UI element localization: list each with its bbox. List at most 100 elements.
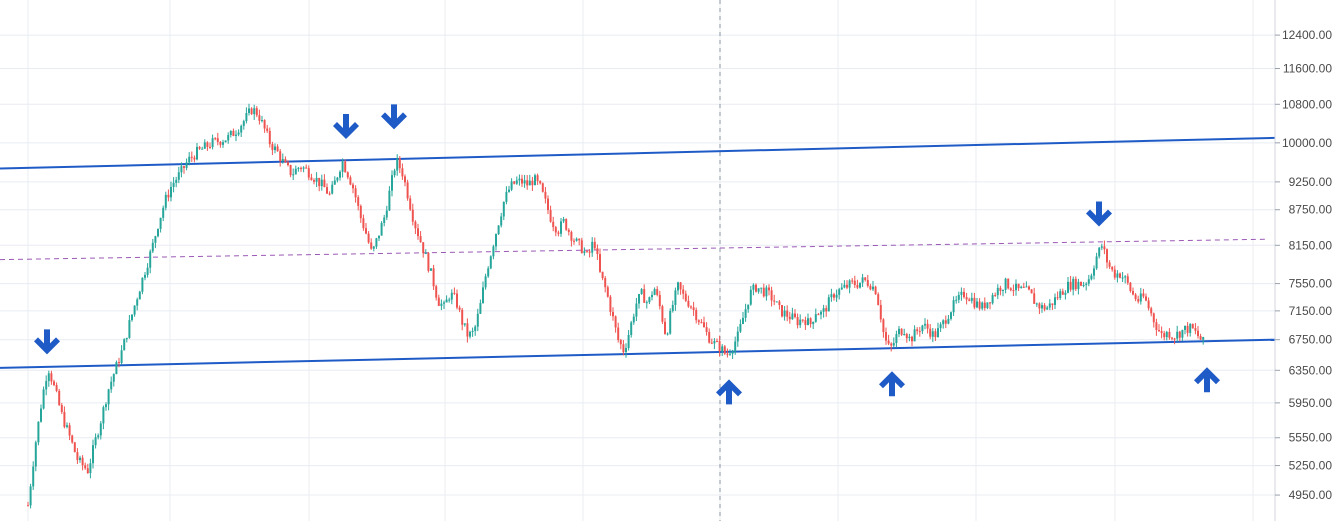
candle-body <box>981 302 984 309</box>
trendlines <box>0 136 1276 369</box>
candle-body <box>1064 292 1067 295</box>
candle-body <box>653 289 656 295</box>
candle-body <box>435 286 438 298</box>
candle-body <box>318 177 321 187</box>
candle-body <box>570 231 573 241</box>
price-axis[interactable]: 12400.00 11600.00 10800.00 10000.00 9250.00 8… <box>1274 0 1333 521</box>
candle-body <box>476 313 479 327</box>
candle-body <box>991 295 994 304</box>
candle-body <box>718 341 721 352</box>
candle-body <box>206 142 209 147</box>
candle-body <box>391 175 393 191</box>
candle-body <box>289 165 292 176</box>
candle-body <box>562 218 565 222</box>
candle-body <box>833 294 835 298</box>
candle-body <box>94 437 97 446</box>
candle-body <box>346 172 349 178</box>
candle-body <box>495 234 497 247</box>
candle-body <box>640 289 643 295</box>
candle-body <box>521 178 523 184</box>
arrow-down-icon <box>381 104 407 130</box>
candle-body <box>37 421 40 443</box>
candle-body <box>456 293 458 308</box>
y-tick-label: 9250.00 <box>1289 175 1333 189</box>
candle-body <box>710 342 713 344</box>
candle-body <box>656 289 659 295</box>
candle-body <box>404 176 406 183</box>
candle-body <box>414 221 417 229</box>
candle-body <box>463 323 466 325</box>
candle-body <box>544 191 547 199</box>
candle-body <box>261 120 263 122</box>
candle-body <box>1035 303 1038 305</box>
candle-body <box>149 251 152 268</box>
candle-body <box>271 144 274 151</box>
candle-body <box>731 351 734 354</box>
candle-body <box>918 331 921 333</box>
candle-body <box>822 308 825 312</box>
candle-body <box>419 236 422 243</box>
candle-body <box>380 223 383 236</box>
candle-body <box>222 142 224 145</box>
candle-body <box>307 168 310 178</box>
candle-body <box>268 130 271 145</box>
candle-body <box>344 161 347 173</box>
candle-body <box>92 445 94 464</box>
candle-body <box>601 271 604 279</box>
candle-body <box>440 303 443 306</box>
candle-body <box>609 296 612 312</box>
candle-body <box>1002 289 1004 291</box>
candle-body <box>929 328 932 337</box>
candle-body <box>292 174 295 176</box>
candle-body <box>796 317 799 326</box>
y-tick-label: 8750.00 <box>1289 203 1333 217</box>
candle-body <box>424 253 427 255</box>
candle-body <box>487 268 490 277</box>
candle-body <box>198 146 201 149</box>
candle-body <box>976 301 978 308</box>
candle-body <box>739 323 742 332</box>
candle-body <box>188 156 191 163</box>
y-tick-label: 10800.00 <box>1282 97 1332 111</box>
candle-body <box>565 218 568 230</box>
candle-body <box>89 463 92 474</box>
candle-body <box>323 179 326 188</box>
candle-body <box>692 307 695 311</box>
candle-body <box>118 362 120 364</box>
candle-body <box>804 320 807 325</box>
candle-body <box>357 197 360 206</box>
candle-body <box>630 322 633 335</box>
candle-body <box>885 332 887 341</box>
candle-body <box>690 306 692 308</box>
candle-body <box>578 238 581 241</box>
candle-body <box>788 316 791 320</box>
candle-body <box>1178 331 1181 338</box>
candle-body <box>903 334 906 336</box>
candle-body <box>445 299 448 303</box>
candle-body <box>749 289 752 305</box>
candle-body <box>128 320 131 338</box>
candle-body <box>398 158 401 169</box>
candle-body <box>547 198 549 211</box>
candle-body <box>619 340 622 345</box>
candle-body <box>1145 296 1147 301</box>
candle-body <box>942 320 945 325</box>
candle-body <box>1134 294 1137 300</box>
candle-body <box>1106 249 1108 263</box>
candle-body <box>1129 282 1132 291</box>
candle-body <box>794 313 796 318</box>
arrow-down-icon <box>34 329 60 355</box>
candle-body <box>1038 303 1041 309</box>
candle-body <box>713 341 716 344</box>
candle-body <box>245 112 248 122</box>
candle-body <box>367 233 370 243</box>
candle-body <box>310 177 313 181</box>
candle-body <box>58 390 61 406</box>
candle-body <box>1004 278 1007 290</box>
candle-body <box>1069 281 1072 290</box>
candle-body <box>300 167 302 169</box>
candle-body <box>232 130 235 136</box>
candle-body <box>890 343 893 346</box>
